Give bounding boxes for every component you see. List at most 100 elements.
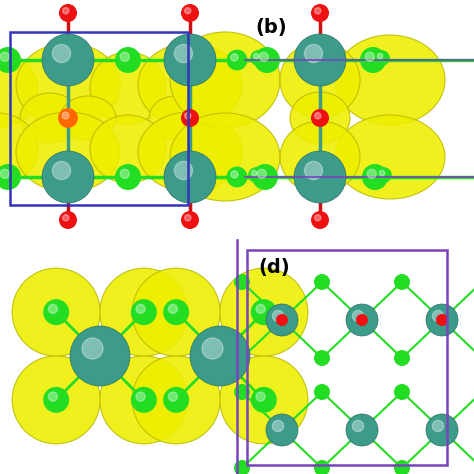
Circle shape: [62, 112, 69, 119]
Circle shape: [59, 4, 77, 22]
Ellipse shape: [12, 356, 100, 444]
Circle shape: [70, 326, 130, 386]
Circle shape: [374, 50, 390, 66]
Circle shape: [259, 52, 268, 61]
Circle shape: [48, 304, 57, 313]
Circle shape: [53, 45, 71, 63]
Ellipse shape: [132, 268, 220, 356]
Circle shape: [42, 34, 94, 86]
Ellipse shape: [290, 92, 350, 144]
Ellipse shape: [60, 96, 116, 140]
Ellipse shape: [138, 112, 242, 192]
Circle shape: [234, 350, 250, 366]
Circle shape: [436, 314, 448, 326]
Circle shape: [432, 420, 444, 432]
Ellipse shape: [192, 328, 248, 384]
Circle shape: [352, 420, 364, 432]
Circle shape: [352, 310, 364, 321]
Circle shape: [0, 164, 21, 190]
Circle shape: [311, 4, 329, 22]
Circle shape: [42, 151, 94, 203]
Circle shape: [311, 109, 329, 127]
Circle shape: [63, 215, 69, 221]
Circle shape: [256, 392, 265, 401]
Ellipse shape: [170, 32, 280, 128]
Circle shape: [257, 169, 266, 178]
Ellipse shape: [335, 35, 445, 125]
Circle shape: [0, 169, 9, 178]
Circle shape: [115, 164, 141, 190]
Ellipse shape: [149, 96, 201, 140]
Ellipse shape: [138, 43, 242, 127]
Circle shape: [131, 387, 157, 413]
Circle shape: [273, 310, 283, 321]
Circle shape: [266, 304, 298, 336]
Circle shape: [394, 460, 410, 474]
Circle shape: [59, 211, 77, 229]
Ellipse shape: [90, 52, 166, 124]
Circle shape: [314, 350, 330, 366]
Circle shape: [0, 52, 9, 61]
Ellipse shape: [280, 121, 360, 193]
Circle shape: [120, 52, 129, 61]
Circle shape: [273, 420, 283, 432]
Circle shape: [184, 215, 191, 221]
Circle shape: [0, 47, 21, 73]
Circle shape: [136, 392, 145, 401]
Circle shape: [168, 392, 177, 401]
Bar: [10, 32, 188, 205]
Circle shape: [190, 326, 250, 386]
Circle shape: [184, 8, 191, 14]
Text: (b): (b): [255, 18, 287, 37]
Circle shape: [314, 384, 330, 400]
Circle shape: [346, 304, 378, 336]
Circle shape: [82, 338, 103, 359]
Circle shape: [365, 52, 374, 61]
Circle shape: [315, 8, 321, 14]
Circle shape: [254, 47, 280, 73]
Circle shape: [48, 392, 57, 401]
Circle shape: [227, 50, 247, 71]
Circle shape: [251, 387, 277, 413]
Ellipse shape: [20, 93, 80, 143]
Circle shape: [234, 460, 250, 474]
Circle shape: [360, 47, 386, 73]
Circle shape: [58, 108, 78, 128]
Bar: [247, 250, 447, 465]
Ellipse shape: [0, 113, 38, 185]
Circle shape: [256, 304, 265, 313]
Circle shape: [294, 34, 346, 86]
Circle shape: [426, 304, 458, 336]
Circle shape: [362, 164, 388, 190]
Circle shape: [168, 304, 177, 313]
Circle shape: [163, 387, 189, 413]
Circle shape: [181, 211, 199, 229]
Circle shape: [184, 113, 191, 119]
Circle shape: [131, 299, 157, 325]
Ellipse shape: [100, 356, 188, 444]
Circle shape: [315, 113, 321, 119]
Circle shape: [251, 170, 257, 176]
Circle shape: [394, 274, 410, 290]
Ellipse shape: [90, 115, 166, 183]
Circle shape: [251, 299, 277, 325]
Circle shape: [266, 414, 298, 446]
Circle shape: [234, 384, 250, 400]
Text: (d): (d): [258, 258, 290, 277]
Circle shape: [250, 50, 266, 66]
Circle shape: [377, 53, 383, 59]
Circle shape: [231, 171, 238, 178]
Ellipse shape: [335, 115, 445, 199]
Ellipse shape: [100, 268, 188, 356]
Circle shape: [356, 314, 368, 326]
Circle shape: [376, 167, 392, 183]
Circle shape: [346, 414, 378, 446]
Ellipse shape: [280, 42, 360, 118]
Circle shape: [315, 215, 321, 221]
Circle shape: [53, 162, 71, 180]
Circle shape: [432, 310, 444, 321]
Ellipse shape: [16, 112, 120, 192]
Circle shape: [163, 299, 189, 325]
Circle shape: [379, 170, 385, 176]
Circle shape: [120, 169, 129, 178]
